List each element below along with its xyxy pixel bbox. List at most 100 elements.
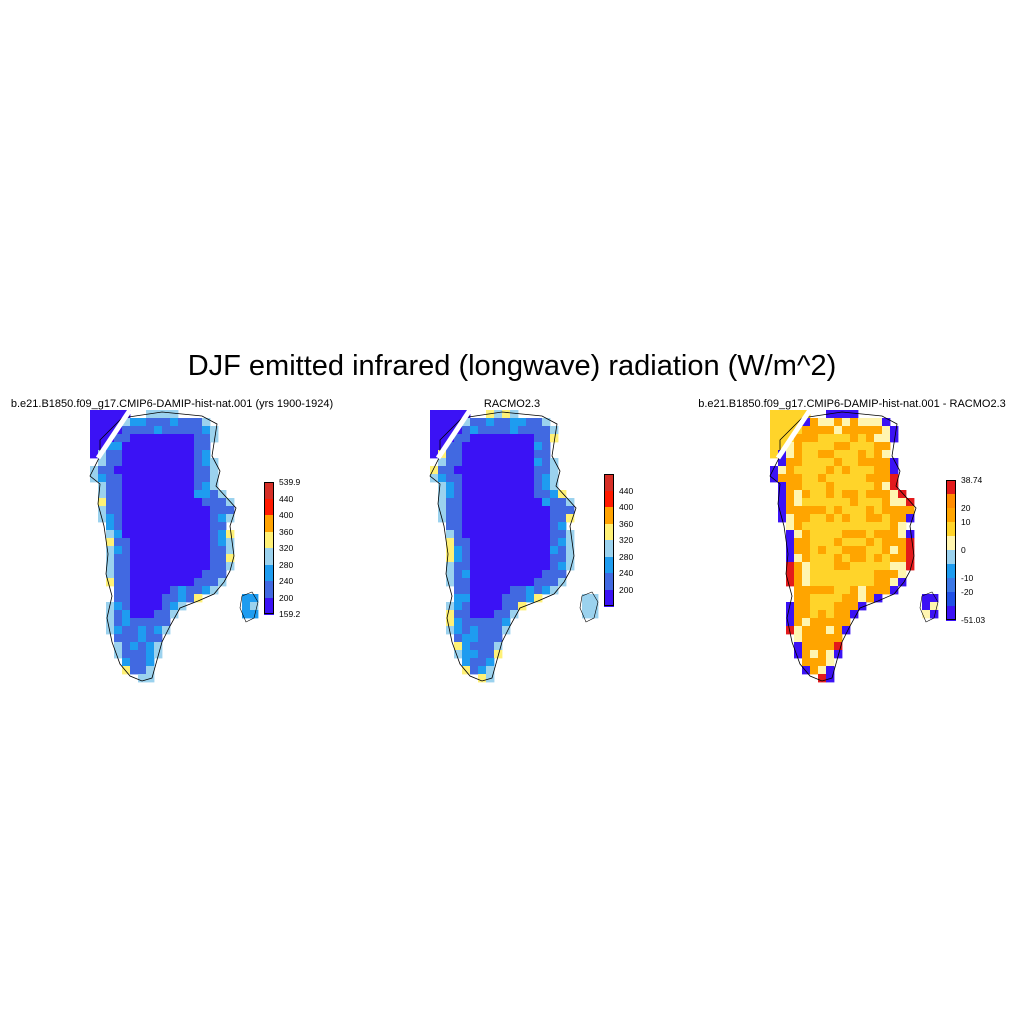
- grid-cell: [170, 466, 179, 475]
- grid-cell: [98, 442, 107, 451]
- grid-cell: [802, 562, 811, 571]
- grid-cell: [874, 578, 883, 587]
- grid-cell: [226, 562, 235, 571]
- grid-cell: [122, 602, 131, 611]
- grid-cell: [470, 434, 479, 443]
- map-panel-difference: b.e21.B1850.f09_g17.CMIP6-DAMIP-hist-nat…: [682, 396, 1022, 696]
- grid-cell: [106, 602, 115, 611]
- grid-cell: [130, 466, 139, 475]
- colorbar-difference: 38.74 20 10 0 -10 -20 -51.03: [946, 475, 1006, 625]
- grid-cell: [186, 578, 195, 587]
- grid-cell: [810, 426, 819, 435]
- grid-cell: [130, 650, 139, 659]
- grid-cell: [590, 602, 599, 611]
- grid-cell: [898, 506, 907, 515]
- grid-cell: [810, 458, 819, 467]
- grid-cell: [162, 450, 171, 459]
- grid-cell: [186, 546, 195, 555]
- grid-cell: [802, 418, 811, 427]
- grid-cell: [130, 530, 139, 539]
- grid-cell: [566, 506, 575, 515]
- grid-cell: [834, 586, 843, 595]
- grid-cell: [186, 506, 195, 515]
- grid-cell: [154, 498, 163, 507]
- grid-cell: [842, 586, 851, 595]
- grid-cell: [178, 450, 187, 459]
- grid-cell: [486, 426, 495, 435]
- grid-cell: [494, 554, 503, 563]
- grid-cell: [502, 538, 511, 547]
- grid-cell: [542, 586, 551, 595]
- grid-cell: [826, 586, 835, 595]
- grid-cell: [138, 546, 147, 555]
- grid-cell: [834, 490, 843, 499]
- colorbar-box: [264, 597, 274, 615]
- grid-cell: [510, 586, 519, 595]
- grid-cell: [438, 418, 447, 427]
- grid-cell: [486, 418, 495, 427]
- grid-cell: [186, 562, 195, 571]
- grid-cell: [850, 474, 859, 483]
- grid-cell: [154, 562, 163, 571]
- grid-cell: [242, 602, 251, 611]
- grid-cell: [882, 562, 891, 571]
- grid-cell: [162, 482, 171, 491]
- grid-cell: [486, 458, 495, 467]
- grid-cell: [446, 538, 455, 547]
- grid-cell: [478, 442, 487, 451]
- grid-cell: [842, 626, 851, 635]
- grid-cell: [526, 570, 535, 579]
- grid-cell: [818, 570, 827, 579]
- grid-cell: [186, 450, 195, 459]
- grid-cell: [834, 538, 843, 547]
- grid-cell: [122, 538, 131, 547]
- grid-cell: [470, 618, 479, 627]
- grid-cell: [526, 418, 535, 427]
- grid-cell: [866, 434, 875, 443]
- grid-cell: [826, 594, 835, 603]
- grid-cell: [114, 538, 123, 547]
- grid-cell: [890, 466, 899, 475]
- colorbar-label: 400: [279, 510, 294, 520]
- grid-cell: [114, 474, 123, 483]
- grid-cell: [202, 554, 211, 563]
- grid-cell: [794, 490, 803, 499]
- grid-cell: [430, 434, 439, 443]
- grid-cell: [130, 594, 139, 603]
- grid-cell: [162, 442, 171, 451]
- grid-cell: [470, 474, 479, 483]
- grid-cell: [874, 570, 883, 579]
- grid-cell: [874, 490, 883, 499]
- grid-cell: [478, 450, 487, 459]
- grid-cell: [194, 434, 203, 443]
- grid-cell: [486, 490, 495, 499]
- grid-cell: [162, 578, 171, 587]
- grid-cell: [154, 514, 163, 523]
- grid-cell: [122, 442, 131, 451]
- grid-cell: [194, 482, 203, 491]
- grid-cell: [898, 554, 907, 563]
- grid-cell: [882, 466, 891, 475]
- grid-cell: [802, 666, 811, 675]
- grid-cell: [874, 514, 883, 523]
- grid-cell: [906, 506, 915, 515]
- coastline: [89, 411, 237, 682]
- grid-cell: [510, 506, 519, 515]
- grid-cell: [834, 442, 843, 451]
- grid-cell: [906, 562, 915, 571]
- grid-cell: [534, 546, 543, 555]
- grid-cell: [202, 546, 211, 555]
- grid-cell: [850, 554, 859, 563]
- grid-cell: [802, 602, 811, 611]
- grid-cell: [502, 562, 511, 571]
- grid-cell: [462, 426, 471, 435]
- grid-cell: [194, 570, 203, 579]
- grid-cell: [186, 586, 195, 595]
- grid-cell: [446, 410, 455, 419]
- grid-cell: [850, 594, 859, 603]
- grid-cell: [470, 578, 479, 587]
- grid-cell: [90, 450, 99, 459]
- grid-cell: [810, 578, 819, 587]
- grid-cell: [486, 666, 495, 675]
- grid-cell: [122, 666, 131, 675]
